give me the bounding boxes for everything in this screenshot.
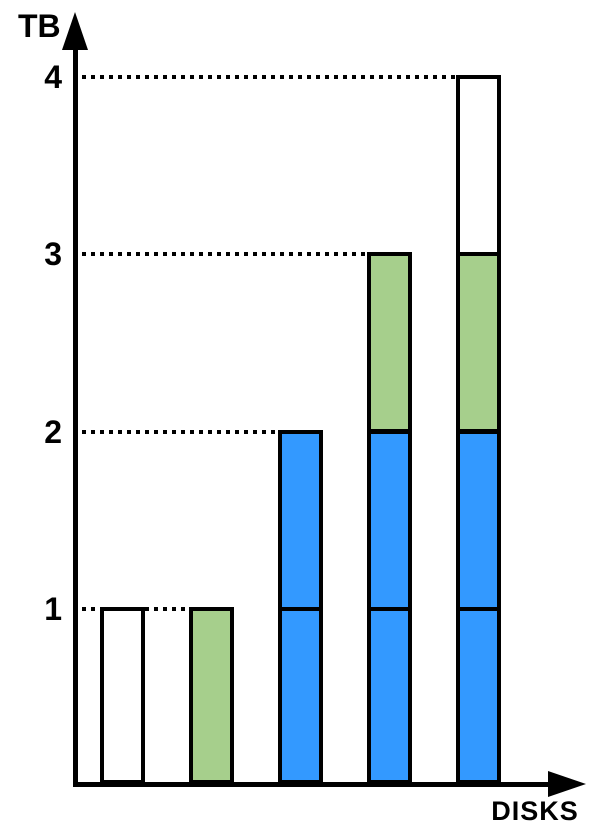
disk-5-segment-blue: [456, 430, 501, 611]
y-axis-label: TB: [18, 8, 61, 44]
disk-5-segment-green: [456, 252, 501, 433]
x-axis-line: [73, 782, 555, 787]
disk-2-segment-green: [189, 607, 234, 784]
y-tick-label: 3: [44, 236, 62, 272]
disk-4-segment-blue: [367, 430, 412, 611]
disk-4-segment-green: [367, 252, 412, 433]
disk-5-segment-blue: [456, 607, 501, 784]
x-axis-arrow-icon: [548, 771, 586, 797]
dotted-guide-line: [82, 252, 367, 256]
y-tick-label: 1: [44, 591, 62, 627]
disk-1-segment-white: [100, 607, 145, 784]
y-axis-line: [73, 28, 78, 787]
y-axis-arrow-icon: [62, 12, 88, 50]
y-tick-label: 2: [44, 414, 62, 450]
disk-3-segment-blue: [278, 430, 323, 611]
disk-4-segment-blue: [367, 607, 412, 784]
x-axis-label: DISKS: [491, 796, 579, 826]
disk-5-segment-white: [456, 75, 501, 256]
dotted-guide-line: [82, 75, 456, 79]
dotted-guide-line: [82, 430, 278, 434]
y-tick-label: 4: [44, 59, 62, 95]
disk-3-segment-blue: [278, 607, 323, 784]
